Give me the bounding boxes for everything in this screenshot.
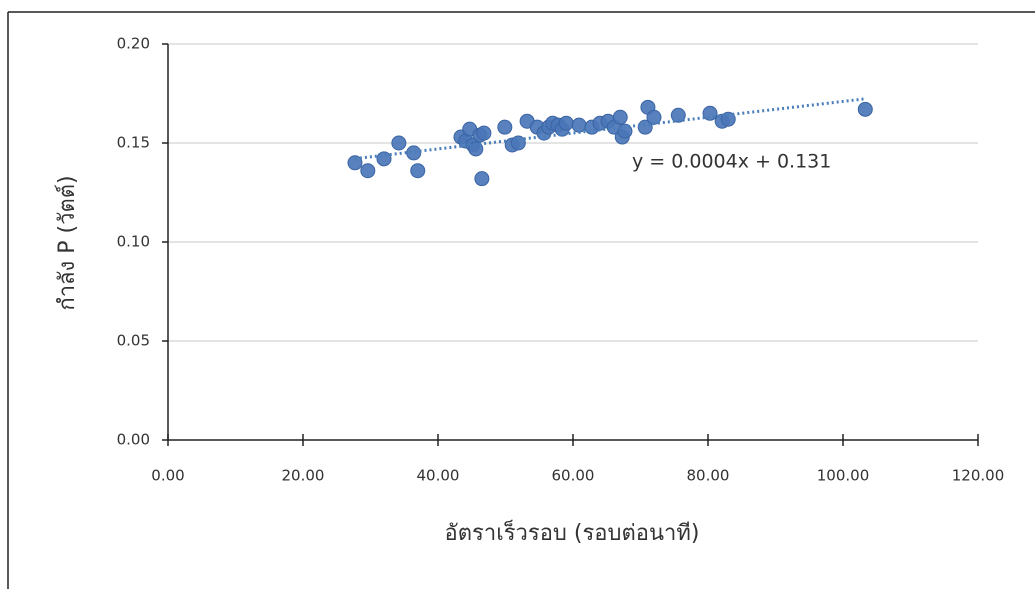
point (406, 145, 422, 161)
point (474, 171, 490, 187)
point (347, 155, 363, 171)
point (702, 105, 718, 121)
x-tick-label: 100.00 (817, 467, 870, 485)
x-axis-title: อัตราเร็วรอบ (รอบต่อนาที) (445, 518, 700, 546)
point (497, 119, 513, 135)
point (476, 125, 492, 141)
x-tick-label: 0.00 (151, 467, 184, 485)
x-tick-label: 120.00 (952, 467, 1005, 485)
point (571, 117, 587, 133)
y-tick-label: 0.20 (117, 35, 150, 53)
point (857, 101, 873, 117)
point (720, 111, 736, 127)
point (360, 163, 376, 179)
y-tick-label: 0.10 (117, 233, 150, 251)
point (670, 107, 686, 123)
point (410, 163, 426, 179)
x-tick-label: 80.00 (687, 467, 730, 485)
y-axis-title: กำลัง P (วัตต์) (55, 175, 80, 310)
point (510, 135, 526, 151)
y-tick-label: 0.00 (117, 431, 150, 449)
point (376, 151, 392, 167)
x-tick-label: 60.00 (552, 467, 595, 485)
x-tick-label: 20.00 (282, 467, 325, 485)
y-tick-label: 0.05 (117, 332, 150, 350)
point (612, 109, 628, 125)
point (558, 115, 574, 131)
x-tick-label: 40.00 (417, 467, 460, 485)
trendline-equation: y = 0.0004x + 0.131 (632, 151, 831, 173)
y-tick-label: 0.15 (117, 134, 150, 152)
point (391, 135, 407, 151)
trendline (354, 97, 866, 161)
